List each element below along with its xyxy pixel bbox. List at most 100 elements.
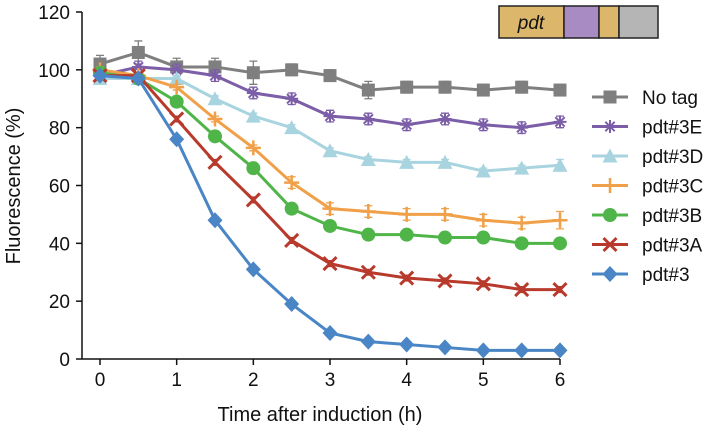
legend-label: No tag	[642, 88, 698, 109]
data-point	[476, 230, 491, 245]
data-point	[92, 67, 108, 84]
data-point	[169, 131, 185, 148]
data-point	[207, 212, 223, 229]
data-point	[360, 151, 376, 166]
legend-marker	[602, 178, 618, 193]
data-point	[437, 154, 453, 169]
data-point	[246, 66, 260, 80]
data-point	[360, 333, 376, 350]
data-point	[361, 83, 375, 97]
x-tick-label: 0	[95, 370, 106, 391]
x-tick-label: 3	[325, 370, 336, 391]
legend-marker	[602, 148, 618, 163]
data-point	[400, 80, 414, 94]
legend-item: No tag	[592, 88, 698, 109]
data-point	[207, 91, 223, 106]
data-point	[208, 69, 222, 83]
data-point	[360, 204, 376, 220]
data-point	[284, 201, 299, 216]
legend-label: pdt#3	[642, 265, 690, 286]
data-point	[169, 111, 185, 127]
construct-diagram: pdt	[498, 5, 659, 39]
inset-segment-purple	[563, 5, 600, 39]
legend-item: pdt#3D	[592, 147, 703, 168]
data-point	[400, 118, 414, 132]
data-point	[245, 108, 261, 123]
y-tick-label: 40	[49, 234, 70, 255]
y-tick-label: 60	[49, 177, 70, 198]
data-point	[475, 342, 491, 359]
inset-segment-gray	[618, 5, 659, 39]
data-point	[322, 256, 338, 272]
y-tick-label: 0	[59, 350, 70, 371]
data-point	[475, 212, 491, 228]
data-point	[323, 218, 337, 233]
data-point	[514, 342, 530, 359]
data-point	[284, 296, 300, 313]
data-point	[514, 160, 530, 175]
legend-marker	[603, 120, 617, 133]
legend-item: pdt#3	[592, 265, 690, 286]
legend-marker	[602, 266, 618, 282]
data-point	[399, 154, 415, 169]
data-point	[552, 212, 568, 228]
data-point	[131, 45, 145, 59]
data-point	[322, 143, 338, 158]
data-point	[514, 282, 530, 298]
data-point	[284, 175, 300, 191]
legend-item: pdt#3E	[592, 118, 702, 139]
data-point	[552, 157, 568, 172]
legend-label: pdt#3D	[642, 147, 703, 168]
axes	[81, 12, 560, 360]
data-point	[553, 115, 567, 129]
legend-label: pdt#3A	[642, 236, 703, 257]
x-tick-label: 6	[555, 370, 566, 391]
data-point	[437, 339, 453, 356]
data-point	[284, 232, 300, 249]
inset-segment-pdt	[498, 5, 565, 39]
legend-label: pdt#3C	[642, 177, 703, 198]
x-axis-title: Time after induction (h)	[218, 404, 423, 426]
data-point	[476, 83, 490, 97]
data-point	[475, 163, 491, 178]
legend-item: pdt#3C	[592, 177, 703, 198]
data-point	[131, 60, 145, 74]
data-point	[322, 201, 338, 217]
legend-item: pdt#3B	[592, 206, 702, 227]
y-tick-label: 120	[38, 3, 70, 24]
data-point	[207, 111, 223, 127]
data-point	[207, 154, 223, 170]
data-point	[170, 63, 184, 77]
data-point	[246, 86, 260, 100]
data-point	[361, 112, 375, 126]
data-point	[438, 230, 452, 245]
data-point	[246, 161, 261, 176]
data-point	[438, 112, 452, 126]
inset-pdt-label: pdt	[517, 13, 545, 34]
data-point	[399, 336, 415, 353]
data-point	[323, 69, 337, 83]
data-point	[323, 109, 337, 123]
data-point	[399, 227, 414, 242]
data-point	[515, 80, 529, 94]
y-axis-ticks: 0 20 40 60 80 100 120	[38, 3, 82, 371]
data-point	[285, 92, 299, 106]
legend-item: pdt#3A	[592, 236, 703, 257]
y-tick-label: 20	[49, 292, 70, 313]
data-point	[553, 83, 567, 97]
data-point	[130, 70, 146, 87]
legend-marker	[602, 236, 618, 253]
data-point	[552, 282, 568, 298]
data-point	[285, 63, 299, 77]
legend: No tag pdt#3E pdt#3D pdt#3C pdt#3B pdt#3A pdt#…	[592, 88, 703, 286]
data-point	[437, 206, 453, 222]
plot-area	[92, 40, 568, 359]
data-point	[399, 206, 415, 222]
x-axis-ticks: 0 1 2 3 4 5 6	[95, 359, 566, 391]
y-axis-title: Fluorescence (%)	[3, 108, 25, 265]
series-pdt-3d	[92, 71, 568, 178]
data-point	[514, 236, 529, 251]
data-point	[169, 71, 185, 86]
data-point	[322, 324, 338, 341]
data-point	[553, 236, 567, 251]
